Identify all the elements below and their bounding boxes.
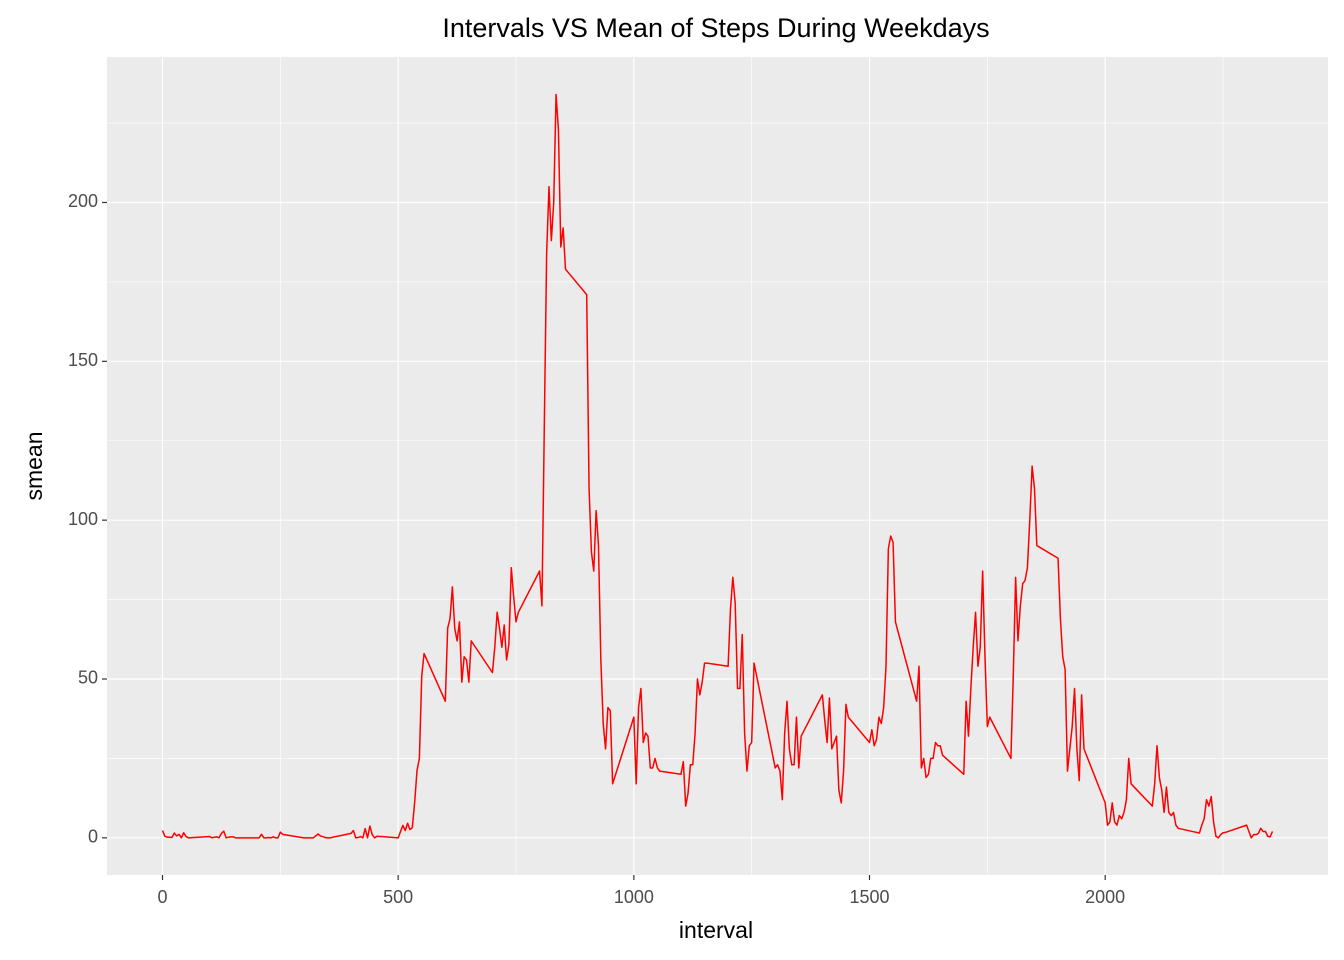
x-axis-title: interval xyxy=(679,917,753,943)
x-tick-label: 1000 xyxy=(614,887,654,907)
x-tick-label: 0 xyxy=(157,887,167,907)
y-tick-label: 100 xyxy=(68,509,98,529)
y-axis-title: smean xyxy=(21,431,47,500)
y-tick-label: 150 xyxy=(68,350,98,370)
chart-title: Intervals VS Mean of Steps During Weekda… xyxy=(442,13,989,43)
y-tick-label: 0 xyxy=(88,827,98,847)
plot-panel xyxy=(107,57,1328,875)
x-tick-label: 1500 xyxy=(849,887,889,907)
x-tick-label: 2000 xyxy=(1085,887,1125,907)
y-tick-label: 50 xyxy=(78,668,98,688)
x-tick-label: 500 xyxy=(383,887,413,907)
y-tick-label: 200 xyxy=(68,191,98,211)
data-line xyxy=(161,93,1274,839)
